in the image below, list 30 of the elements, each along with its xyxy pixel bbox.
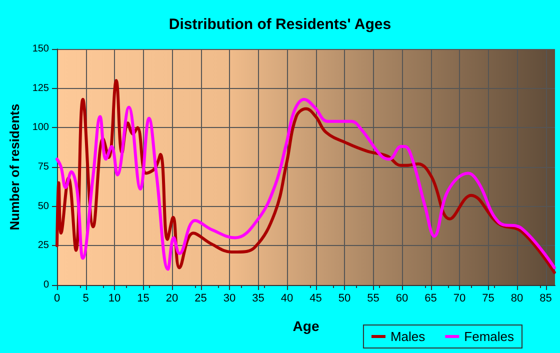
x-tick-label: 40 [280,292,294,304]
y-tick-label: 125 [32,82,50,94]
y-tick-label: 25 [38,240,50,252]
x-tick-label: 0 [54,292,60,304]
y-axis-title: Number of residents [7,104,22,230]
x-tick-label: 45 [310,292,322,304]
x-tick-label: 10 [108,292,121,304]
chart-title: Distribution of Residents' Ages [168,16,392,33]
x-tick-label: 70 [453,292,466,304]
legend-label: Females [464,329,514,344]
x-tick-label: 65 [424,292,437,304]
x-tick-label: 25 [194,292,207,304]
x-tick-label: 5 [82,292,89,304]
y-tick-label: 0 [43,280,50,290]
x-tick-label: 85 [540,292,552,304]
x-tick-label: 20 [166,292,178,304]
y-tick-label: 150 [32,44,50,54]
x-tick-label: 55 [367,292,380,304]
x-tick-label: 35 [252,292,264,304]
x-tick-label: 80 [510,292,524,304]
x-tick-label: 30 [223,292,236,304]
x-tick-label: 75 [482,292,494,304]
x-tick-label: 60 [396,292,408,304]
y-tick-label: 50 [38,200,50,212]
y-tick-label: 100 [32,122,50,134]
x-tick-label: 50 [338,292,351,304]
y-tick-label: 75 [38,162,50,172]
x-axis-title: Age [292,318,320,334]
x-tick-label: 15 [137,292,150,304]
legend-label: Males [390,329,426,344]
